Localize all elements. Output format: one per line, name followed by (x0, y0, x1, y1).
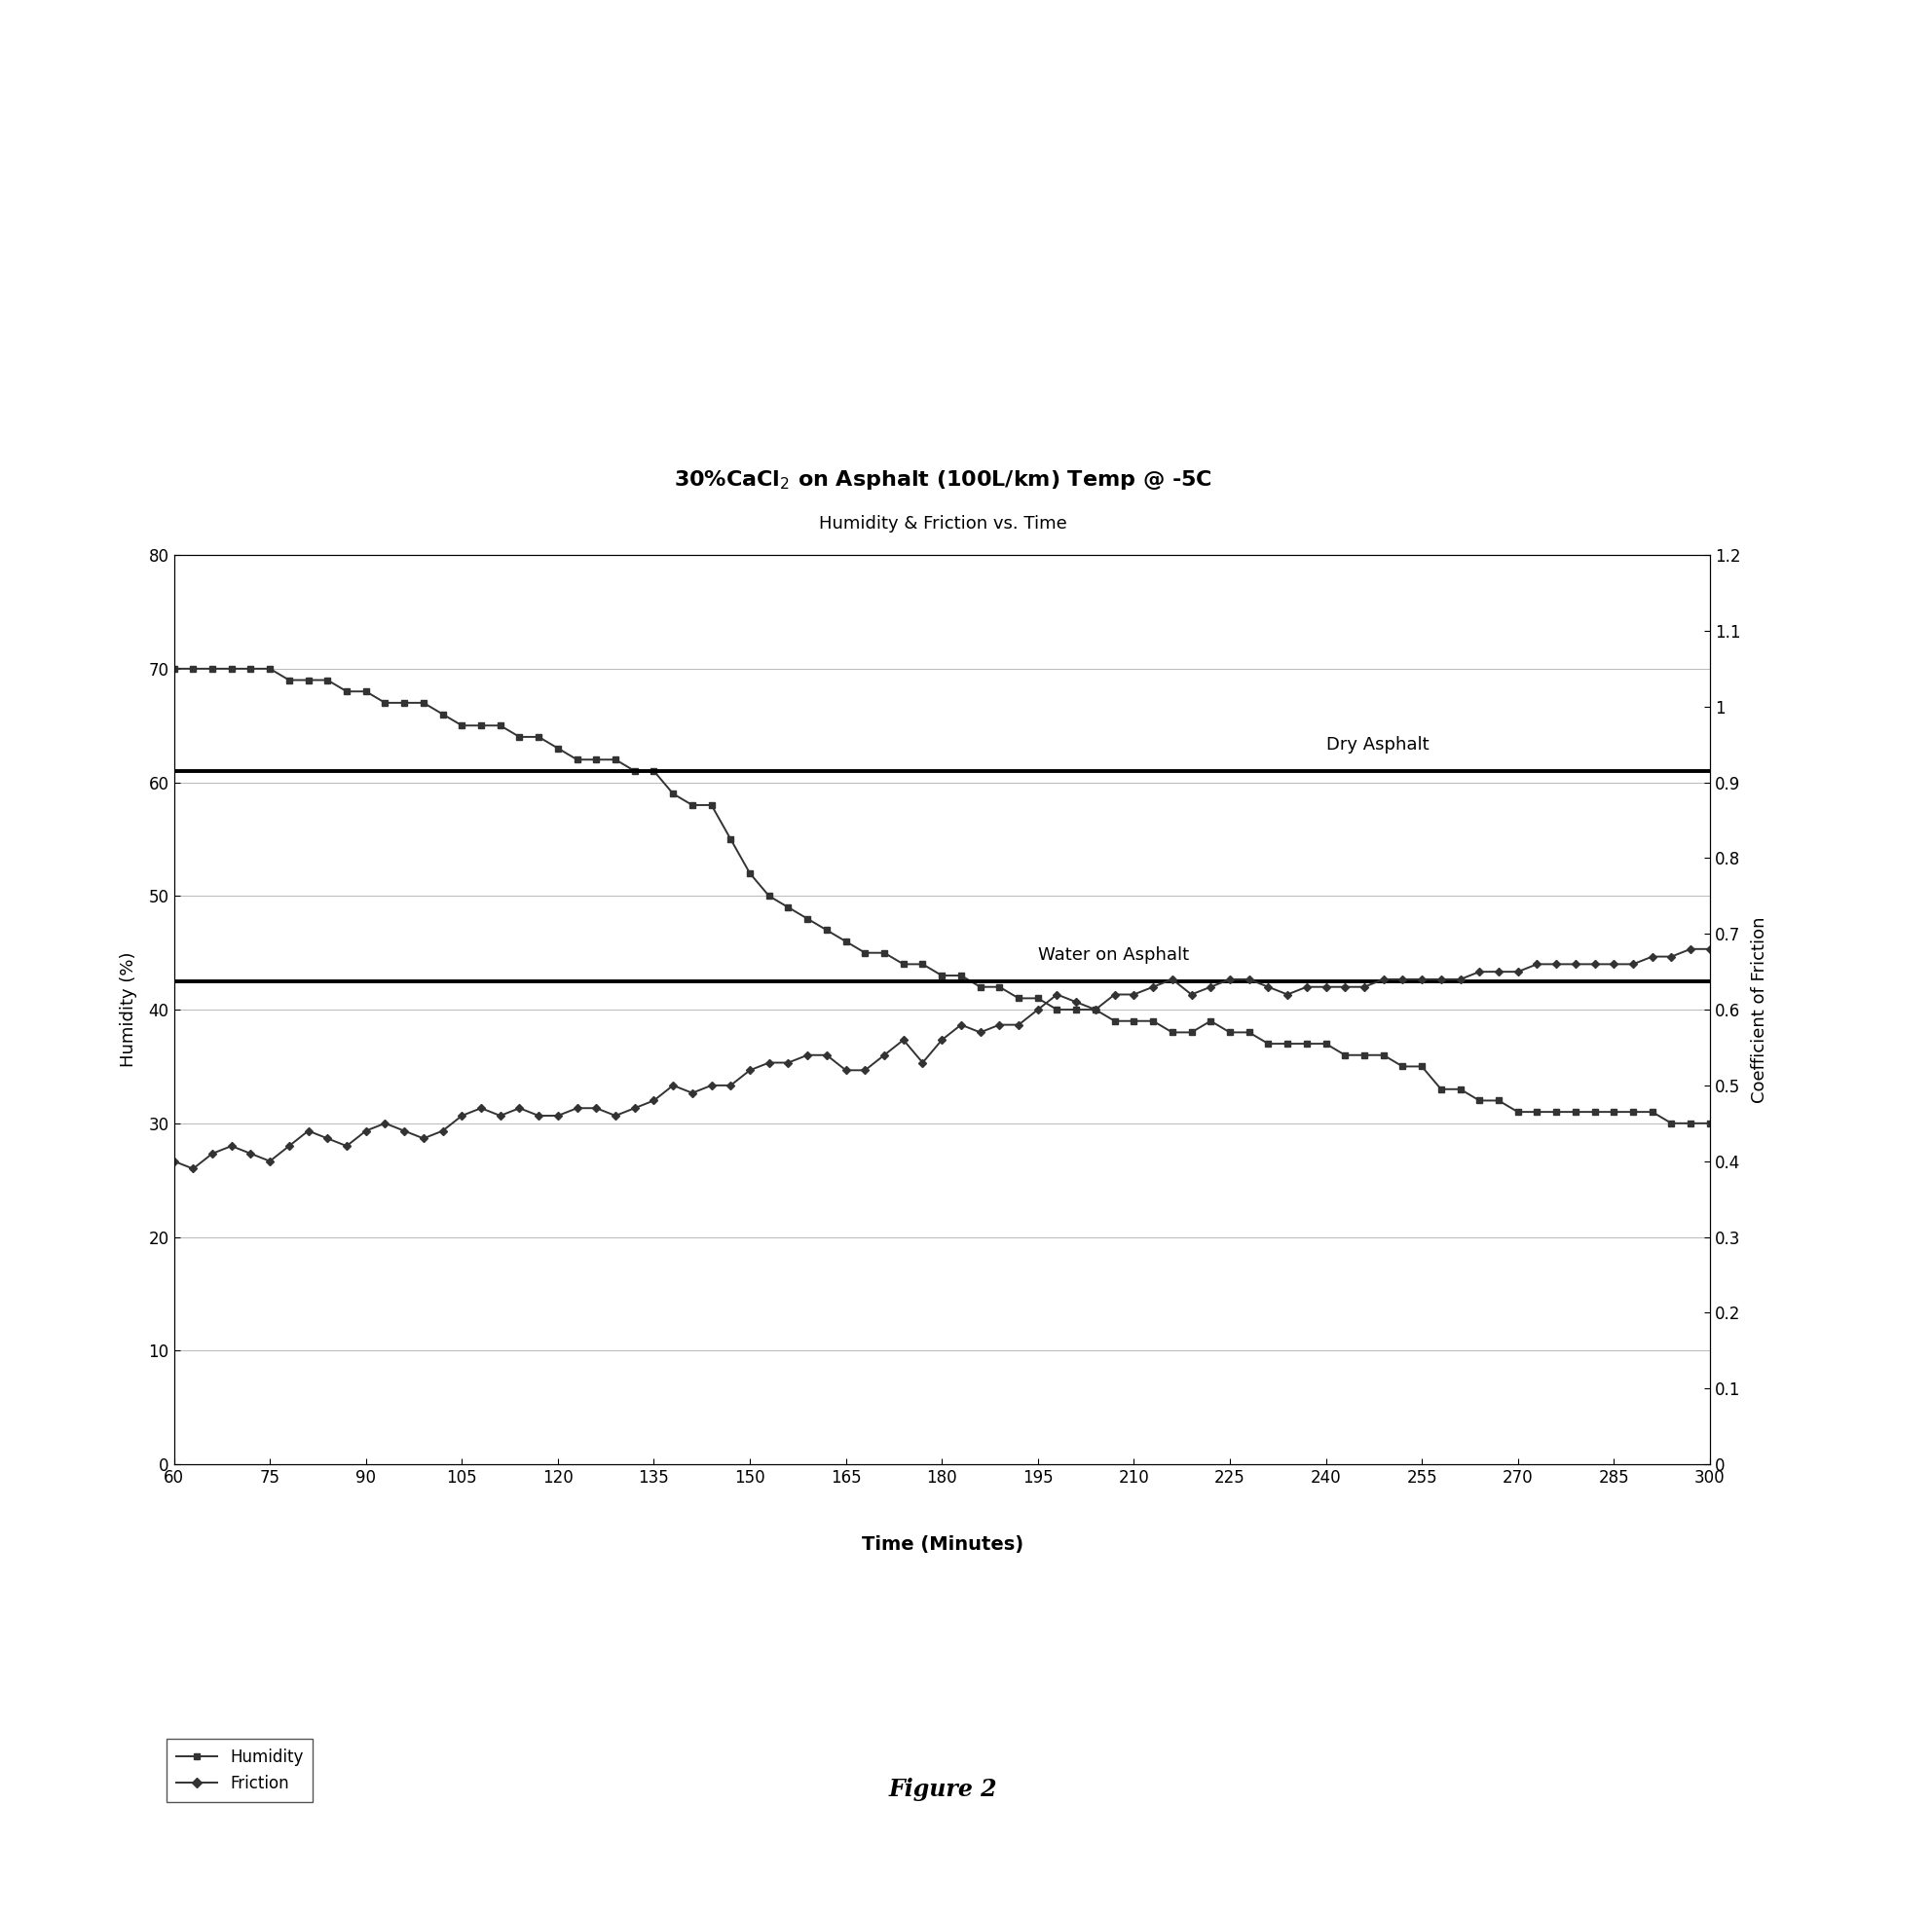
Text: Water on Asphalt: Water on Asphalt (1037, 947, 1188, 965)
Legend: Humidity, Friction: Humidity, Friction (166, 1740, 313, 1801)
Text: Figure 2: Figure 2 (889, 1778, 997, 1801)
Line: Friction: Friction (170, 946, 1714, 1171)
Humidity (1544, 1101, 1567, 1124)
Humidity (1698, 1112, 1721, 1135)
Humidity (1410, 1055, 1434, 1078)
Humidity (1488, 1089, 1511, 1112)
Friction (1430, 968, 1453, 991)
Text: Humidity & Friction vs. Time: Humidity & Friction vs. Time (819, 515, 1066, 532)
Humidity (162, 657, 185, 679)
Humidity (1122, 1009, 1146, 1032)
Friction (1142, 976, 1165, 999)
Text: Time (Minutes): Time (Minutes) (862, 1535, 1024, 1554)
Y-axis label: Humidity (%): Humidity (%) (120, 951, 137, 1068)
Friction (1026, 999, 1049, 1022)
Friction (1679, 938, 1702, 961)
Text: Dry Asphalt: Dry Asphalt (1325, 737, 1428, 754)
Humidity (1660, 1112, 1683, 1135)
Friction (1698, 938, 1721, 961)
Friction (1507, 961, 1530, 984)
Text: 30%CaCl$_2$ on Asphalt (100L/km) Temp @ -5C: 30%CaCl$_2$ on Asphalt (100L/km) Temp @ … (674, 469, 1211, 492)
Friction (1314, 976, 1337, 999)
Friction (182, 1158, 205, 1181)
Humidity (1294, 1032, 1318, 1055)
Friction (1563, 953, 1586, 976)
Humidity (1007, 988, 1030, 1011)
Line: Humidity: Humidity (170, 666, 1714, 1125)
Friction (162, 1150, 185, 1173)
Y-axis label: Coefficient of Friction: Coefficient of Friction (1750, 917, 1768, 1102)
